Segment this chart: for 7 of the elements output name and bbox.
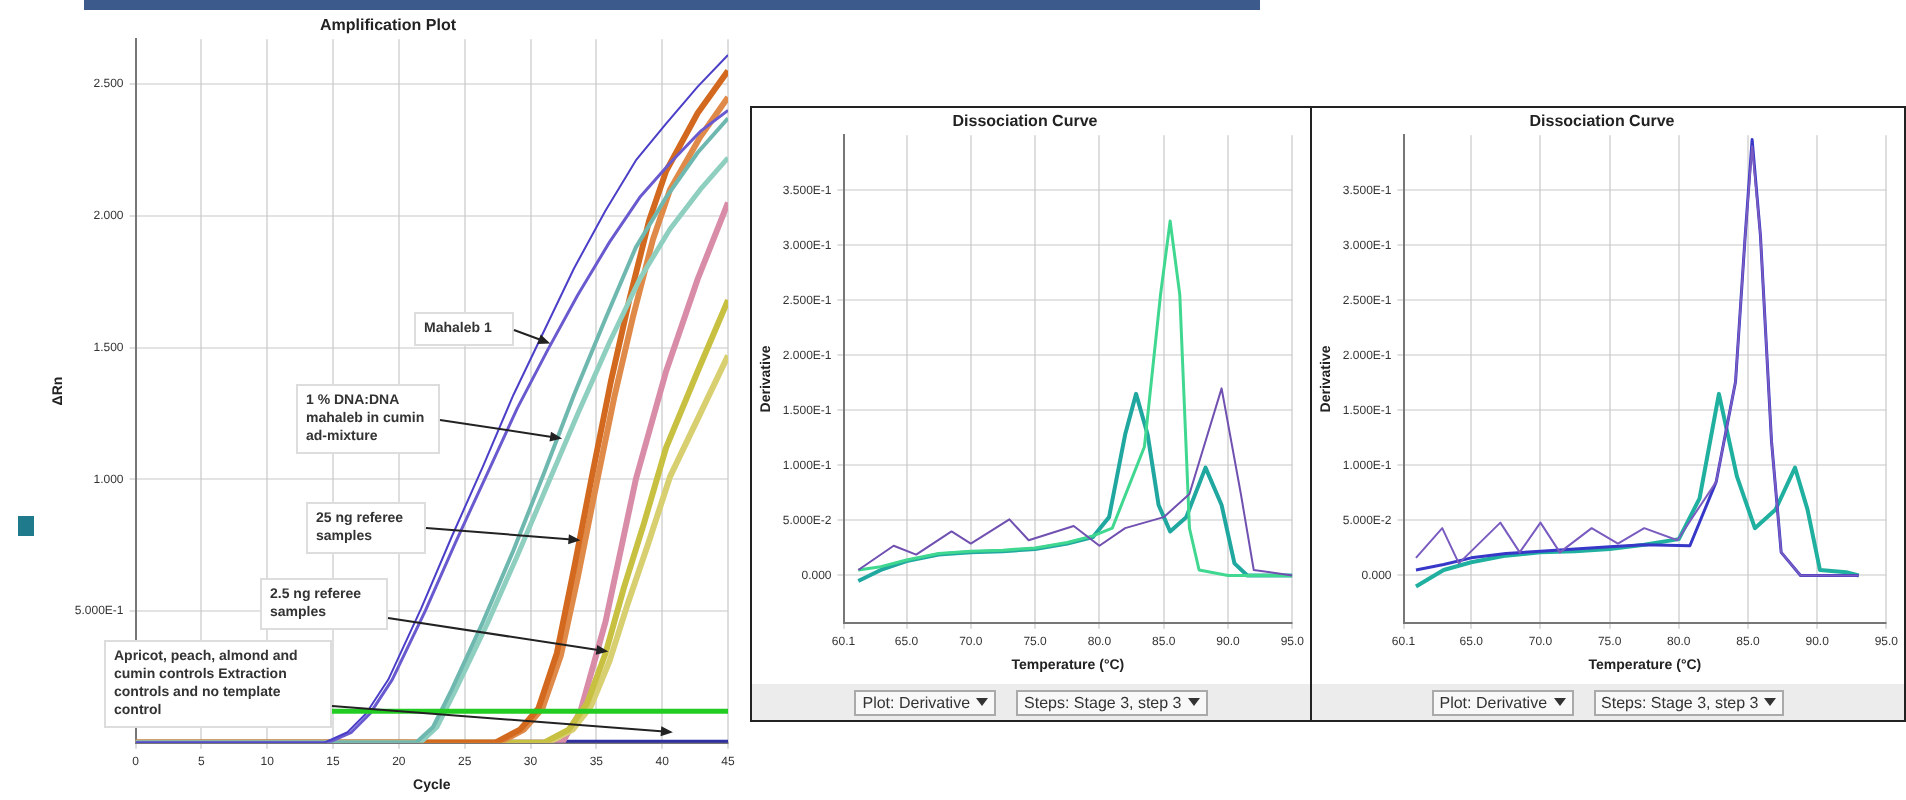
chart-title: Dissociation Curve xyxy=(1529,112,1676,131)
text: Plot: Derivative xyxy=(1439,693,1548,711)
text: Plot: Derivative xyxy=(862,693,971,711)
text: Steps: Stage 3, step 3 xyxy=(1024,693,1182,711)
chart-title: Amplification Plot xyxy=(320,16,457,35)
text: Steps: Stage 3, step 3 xyxy=(1601,693,1759,711)
chart-title: Dissociation Curve xyxy=(952,112,1099,131)
